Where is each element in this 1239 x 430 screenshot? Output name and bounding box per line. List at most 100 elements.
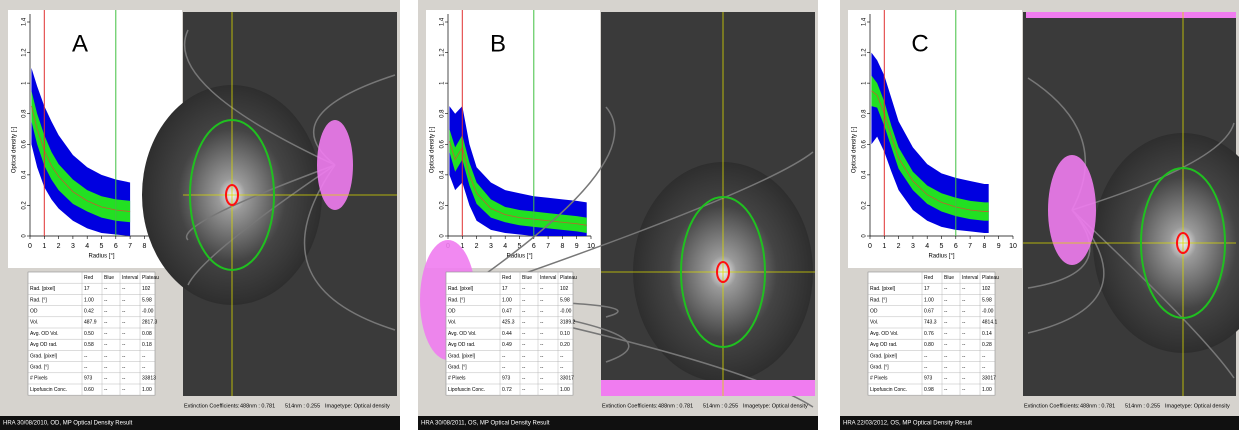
table-cell: 5.98 [142, 297, 152, 303]
table-cell: -- [540, 331, 544, 337]
panel: 00.20.40.60.811.21.4012345678910Optical … [418, 0, 818, 430]
table-cell: 0.20 [560, 342, 570, 348]
y-tick-label: 0.4 [440, 170, 446, 179]
x-tick-label: 7 [128, 243, 132, 250]
table-cell: -- [944, 331, 948, 337]
y-tick-label: 1 [22, 81, 28, 85]
row-label: Rad. [pixel] [30, 286, 56, 292]
row-label: Rad. [°] [30, 297, 47, 303]
x-tick-label: 6 [114, 243, 118, 250]
table-header: Blue [522, 275, 532, 281]
green-band [449, 129, 587, 233]
y-tick-label: 1.4 [862, 17, 868, 26]
row-label: Grad. [°] [30, 365, 49, 371]
table-cell: -- [540, 387, 544, 393]
y-tick-label: 0.6 [862, 139, 868, 148]
x-tick-label: 2 [897, 243, 901, 250]
table-cell: -- [84, 365, 88, 371]
table-cell: -- [522, 365, 526, 371]
table-cell: 973 [84, 376, 93, 382]
table-cell: 0.49 [502, 342, 512, 348]
panel: 00.20.40.60.811.21.4012345678910Optical … [0, 0, 400, 430]
table-cell: -- [560, 365, 564, 371]
table-cell: 1.00 [982, 387, 992, 393]
table-cell: -- [522, 286, 526, 292]
table-cell: -- [522, 320, 526, 326]
y-tick-label: 1 [862, 81, 868, 85]
row-label: # Pixels [448, 376, 466, 382]
table-cell: 973 [502, 376, 511, 382]
row-label: OD [30, 309, 38, 315]
table-cell: 1.00 [84, 297, 94, 303]
y-tick-label: 0.6 [22, 139, 28, 148]
table-cell: 17 [502, 286, 508, 292]
vessel [303, 164, 396, 331]
x-tick-label: 1 [460, 243, 464, 250]
table-header: Interval [962, 275, 978, 281]
table-cell: -- [122, 342, 126, 348]
table-cell: -- [104, 309, 108, 315]
status-bar [418, 416, 818, 430]
table-cell: 5.98 [560, 297, 570, 303]
table-cell: -- [982, 365, 986, 371]
table-cell: 0.28 [982, 342, 992, 348]
table-cell: 0.72 [502, 387, 512, 393]
table-cell: 0.08 [142, 331, 152, 337]
row-label: Avg. OD Vol. [30, 331, 59, 337]
table-cell: -- [924, 365, 928, 371]
table-cell: -- [122, 320, 126, 326]
table-cell: -- [104, 365, 108, 371]
table-cell: -0.00 [142, 309, 154, 315]
row-label: Avg OD rad. [870, 342, 897, 348]
table-cell: 487.9 [84, 320, 97, 326]
x-tick-label: 5 [100, 243, 104, 250]
x-tick-label: 6 [954, 243, 958, 250]
y-axis-label: Optical density [-] [12, 126, 18, 173]
table-cell: -- [944, 297, 948, 303]
row-label: Lipofuscin Conc. [870, 387, 907, 393]
table-cell: 973 [924, 376, 933, 382]
table-cell: 0.67 [924, 309, 934, 315]
vessel [185, 164, 336, 241]
row-label: Rad. [pixel] [448, 286, 474, 292]
table-cell: 1.00 [142, 387, 152, 393]
table-cell: -- [962, 297, 966, 303]
table-cell: -- [944, 342, 948, 348]
table-cell: -- [104, 297, 108, 303]
table-header: Blue [104, 275, 114, 281]
mean-line [871, 90, 989, 212]
x-axis-label: Radius [°] [928, 254, 954, 260]
row-label: Avg. OD Vol. [870, 331, 899, 337]
x-tick-label: 4 [85, 243, 89, 250]
table-cell: -- [944, 286, 948, 292]
results-table [867, 271, 996, 396]
optic-disc [317, 120, 353, 210]
fovea-ring [225, 184, 239, 206]
extinction-label: Extinction Coefficients: [602, 403, 658, 409]
table-cell: -- [560, 353, 564, 359]
table-header: Red [924, 275, 933, 281]
y-axis-label: Optical density [-] [852, 126, 858, 173]
table-cell: -- [142, 365, 146, 371]
table-cell: -- [962, 331, 966, 337]
x-tick-label: 0 [868, 243, 872, 250]
row-label: Grad. [pixel] [870, 353, 898, 359]
table-cell: -- [540, 353, 544, 359]
x-tick-label: 4 [503, 243, 507, 250]
y-tick-label: 0.8 [862, 109, 868, 118]
y-tick-label: 0.4 [862, 170, 868, 179]
table-cell: 0.76 [924, 331, 934, 337]
row-label: OD [448, 309, 456, 315]
y-tick-label: 0 [440, 234, 446, 238]
plateau-ring [680, 196, 766, 348]
vessel [183, 29, 336, 166]
row-label: # Pixels [870, 376, 888, 382]
table-cell: 102 [560, 286, 569, 292]
table-cell: -- [944, 387, 948, 393]
table-cell: 1.00 [560, 387, 570, 393]
table-cell: -- [962, 387, 966, 393]
row-label: Grad. [pixel] [30, 353, 58, 359]
table-cell: 0.18 [142, 342, 152, 348]
x-tick-label: 3 [911, 243, 915, 250]
